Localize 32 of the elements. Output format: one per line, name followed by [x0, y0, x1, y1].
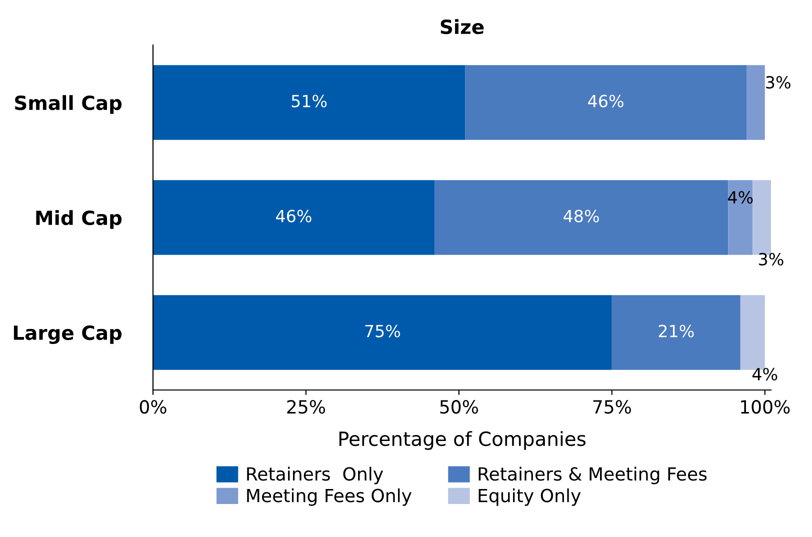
- legend-label: Retainers & Meeting Fees: [478, 466, 707, 484]
- data-label: 51%: [292, 94, 327, 108]
- legend-label: Retainers Only: [247, 466, 384, 484]
- bar: [746, 65, 765, 140]
- data-label: 3%: [766, 76, 790, 89]
- data-label: 48%: [564, 210, 599, 222]
- bar: [465, 65, 747, 140]
- bar: [153, 180, 434, 255]
- legend-label: Equity Only: [478, 488, 581, 506]
- bar: [153, 65, 466, 140]
- legend-label: Meeting Fees Only: [247, 488, 412, 506]
- x-axis-title: Percentage of Companies: [339, 431, 586, 450]
- x-tick-label: 0%: [140, 400, 166, 414]
- y-tick-label: Large Cap: [14, 325, 122, 344]
- data-label: 75%: [365, 324, 400, 338]
- data-label: 46%: [276, 210, 312, 222]
- bar: [612, 295, 740, 370]
- data-label: 3%: [759, 252, 784, 266]
- data-label: 46%: [588, 94, 624, 108]
- x-tick-label: 100%: [741, 400, 790, 414]
- bar: [728, 180, 753, 255]
- chart-title: Size: [440, 19, 484, 34]
- y-tick-label: Small Cap: [15, 95, 122, 114]
- x-tick-label: 25%: [287, 400, 326, 414]
- y-tick-label: Mid Cap: [36, 210, 122, 229]
- x-tick-label: 75%: [593, 400, 631, 414]
- bar: [434, 180, 728, 255]
- bar: [153, 295, 612, 370]
- x-tick-label: 50%: [440, 400, 478, 414]
- data-label: 4%: [728, 191, 753, 204]
- data-label: 21%: [658, 324, 694, 338]
- data-label: 4%: [752, 368, 778, 380]
